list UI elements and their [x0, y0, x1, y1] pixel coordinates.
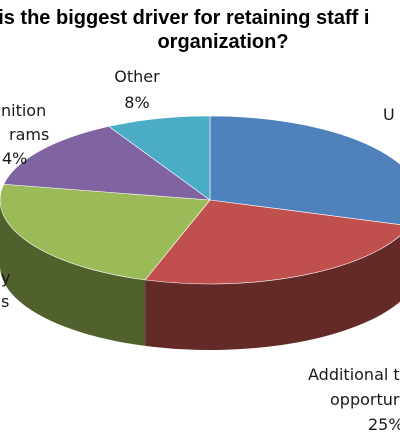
slice-label-4: Other 8% [114, 67, 160, 112]
slice-label-1: Additional t opportur 25% [308, 365, 400, 434]
slice-label-2: y s [1, 268, 10, 311]
slice-label-1-line-1: opportur [330, 390, 400, 409]
chart-title-line-2: organization? [157, 31, 288, 53]
chart-title-line-1: hat is the biggest driver for retaining … [0, 7, 369, 29]
pie-sides [0, 200, 400, 350]
slice-label-4-line-0: Other [114, 67, 160, 86]
pie-slice-4 [108, 115, 211, 201]
slice-label-1-line-2: 25% [368, 415, 400, 434]
slice-label-3-line-0: nition [1, 101, 46, 120]
pie-slice-1 [144, 199, 400, 285]
slice-label-1-line-0: Additional t [308, 365, 400, 384]
slice-label-2-line-0: y [1, 268, 10, 287]
pie-side-1 [145, 235, 400, 350]
slice-label-3: nition rams 4% [1, 101, 49, 168]
pie-slice-0 [209, 115, 400, 225]
slice-label-0-line-0: U [383, 105, 395, 124]
slice-label-3-line-1: rams [9, 125, 49, 144]
pie-tops [0, 115, 400, 285]
slice-label-0: U [383, 105, 395, 124]
pie-side-2 [0, 200, 146, 346]
slice-labels: U Additional t opportur 25% y s nition r… [1, 67, 400, 434]
pie-slice-3 [3, 126, 212, 201]
slice-label-4-line-1: 8% [124, 93, 149, 112]
slice-label-3-line-2: 4% [2, 149, 27, 168]
pie-slice-2 [0, 183, 211, 281]
slice-label-2-line-1: s [1, 292, 9, 311]
chart-title: hat is the biggest driver for retaining … [0, 7, 369, 53]
